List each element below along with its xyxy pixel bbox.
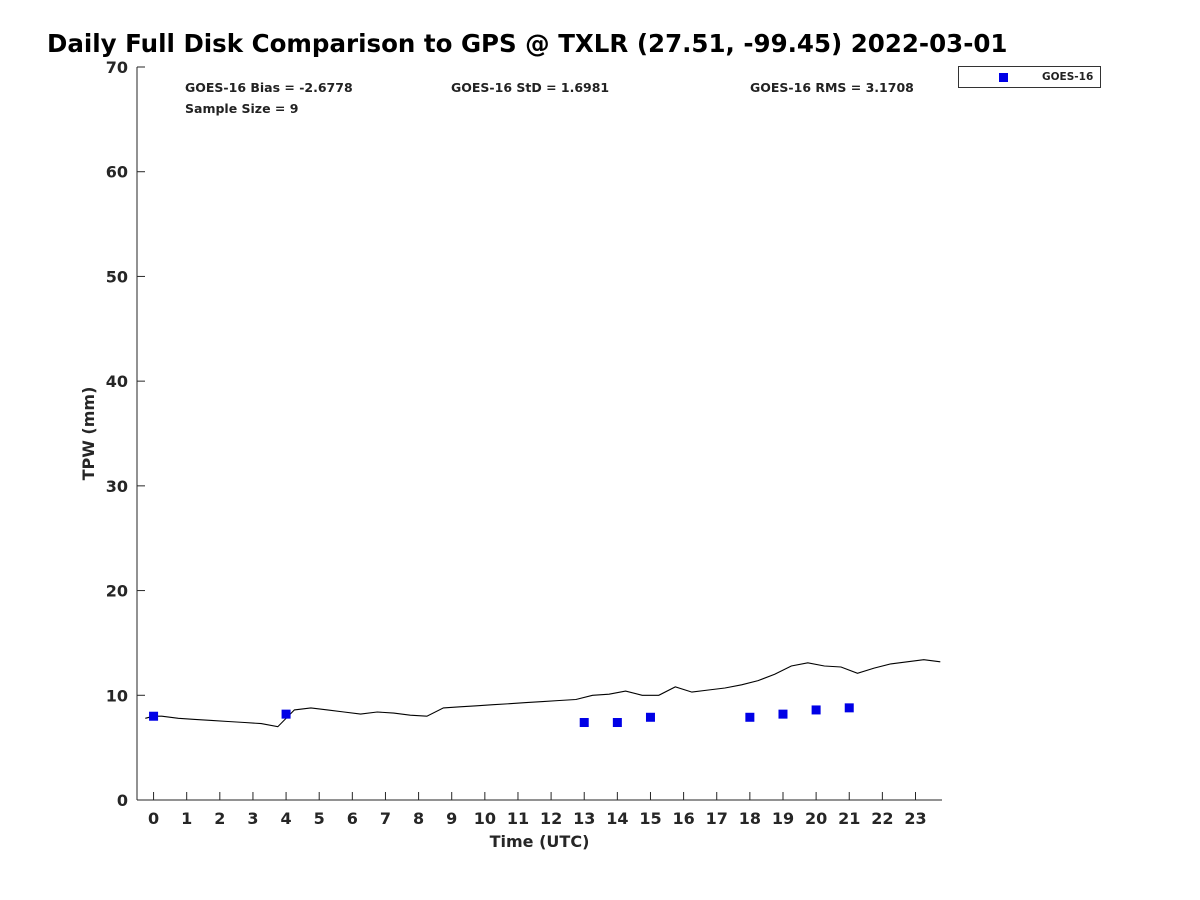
- y-tick-label: 30: [106, 477, 128, 496]
- x-tick-label: 0: [148, 809, 159, 828]
- x-tick-label: 2: [214, 809, 225, 828]
- y-tick-label: 50: [106, 267, 128, 286]
- x-tick-label: 13: [573, 809, 595, 828]
- goes16-point: [579, 718, 589, 728]
- goes16-point: [149, 711, 159, 721]
- x-tick-label: 20: [805, 809, 827, 828]
- legend-marker-goes16: [999, 73, 1008, 82]
- sample-size-stat: Sample Size = 9: [185, 101, 299, 116]
- x-tick-label: 17: [706, 809, 728, 828]
- x-tick-label: 1: [181, 809, 192, 828]
- goes16-point: [645, 712, 655, 722]
- bias-stat: GOES-16 Bias = -2.6778: [185, 80, 353, 95]
- y-tick-label: 60: [106, 163, 128, 182]
- x-tick-label: 19: [772, 809, 794, 828]
- chart-title: Daily Full Disk Comparison to GPS @ TXLR…: [47, 29, 1008, 58]
- x-tick-label: 21: [838, 809, 860, 828]
- x-axis-label: Time (UTC): [490, 832, 590, 851]
- x-tick-label: 11: [507, 809, 529, 828]
- x-tick-label: 12: [540, 809, 562, 828]
- x-tick-label: 6: [347, 809, 358, 828]
- x-tick-label: 4: [281, 809, 292, 828]
- rms-stat: GOES-16 RMS = 3.1708: [750, 80, 914, 95]
- plot-marks: [145, 659, 941, 728]
- x-tick-label: 15: [639, 809, 661, 828]
- gps-tpw-line: [145, 659, 941, 728]
- goes16-point: [281, 709, 291, 719]
- x-tick-label: 18: [739, 809, 761, 828]
- x-tick-label: 22: [871, 809, 893, 828]
- std-stat: GOES-16 StD = 1.6981: [451, 80, 610, 95]
- goes16-point: [778, 709, 788, 719]
- goes16-point: [844, 703, 854, 713]
- goes16-point: [811, 705, 821, 715]
- x-tick-label: 5: [314, 809, 325, 828]
- x-tick-label: 8: [413, 809, 424, 828]
- goes16-point: [612, 718, 622, 728]
- y-axis-label: TPW (mm): [79, 387, 98, 481]
- y-tick-label: 0: [117, 791, 128, 810]
- x-tick-label: 3: [247, 809, 258, 828]
- goes16-point: [745, 712, 755, 722]
- x-tick-label: 7: [380, 809, 391, 828]
- y-tick-label: 70: [106, 58, 128, 77]
- y-tick-label: 20: [106, 582, 128, 601]
- legend-label-goes16: GOES-16: [1042, 71, 1094, 83]
- legend: GOES-16: [958, 66, 1101, 88]
- x-tick-label: 23: [904, 809, 926, 828]
- y-tick-label: 40: [106, 372, 128, 391]
- x-tick-label: 16: [672, 809, 694, 828]
- y-tick-label: 10: [106, 686, 128, 705]
- x-tick-label: 10: [474, 809, 496, 828]
- x-tick-label: 9: [446, 809, 457, 828]
- x-tick-label: 14: [606, 809, 628, 828]
